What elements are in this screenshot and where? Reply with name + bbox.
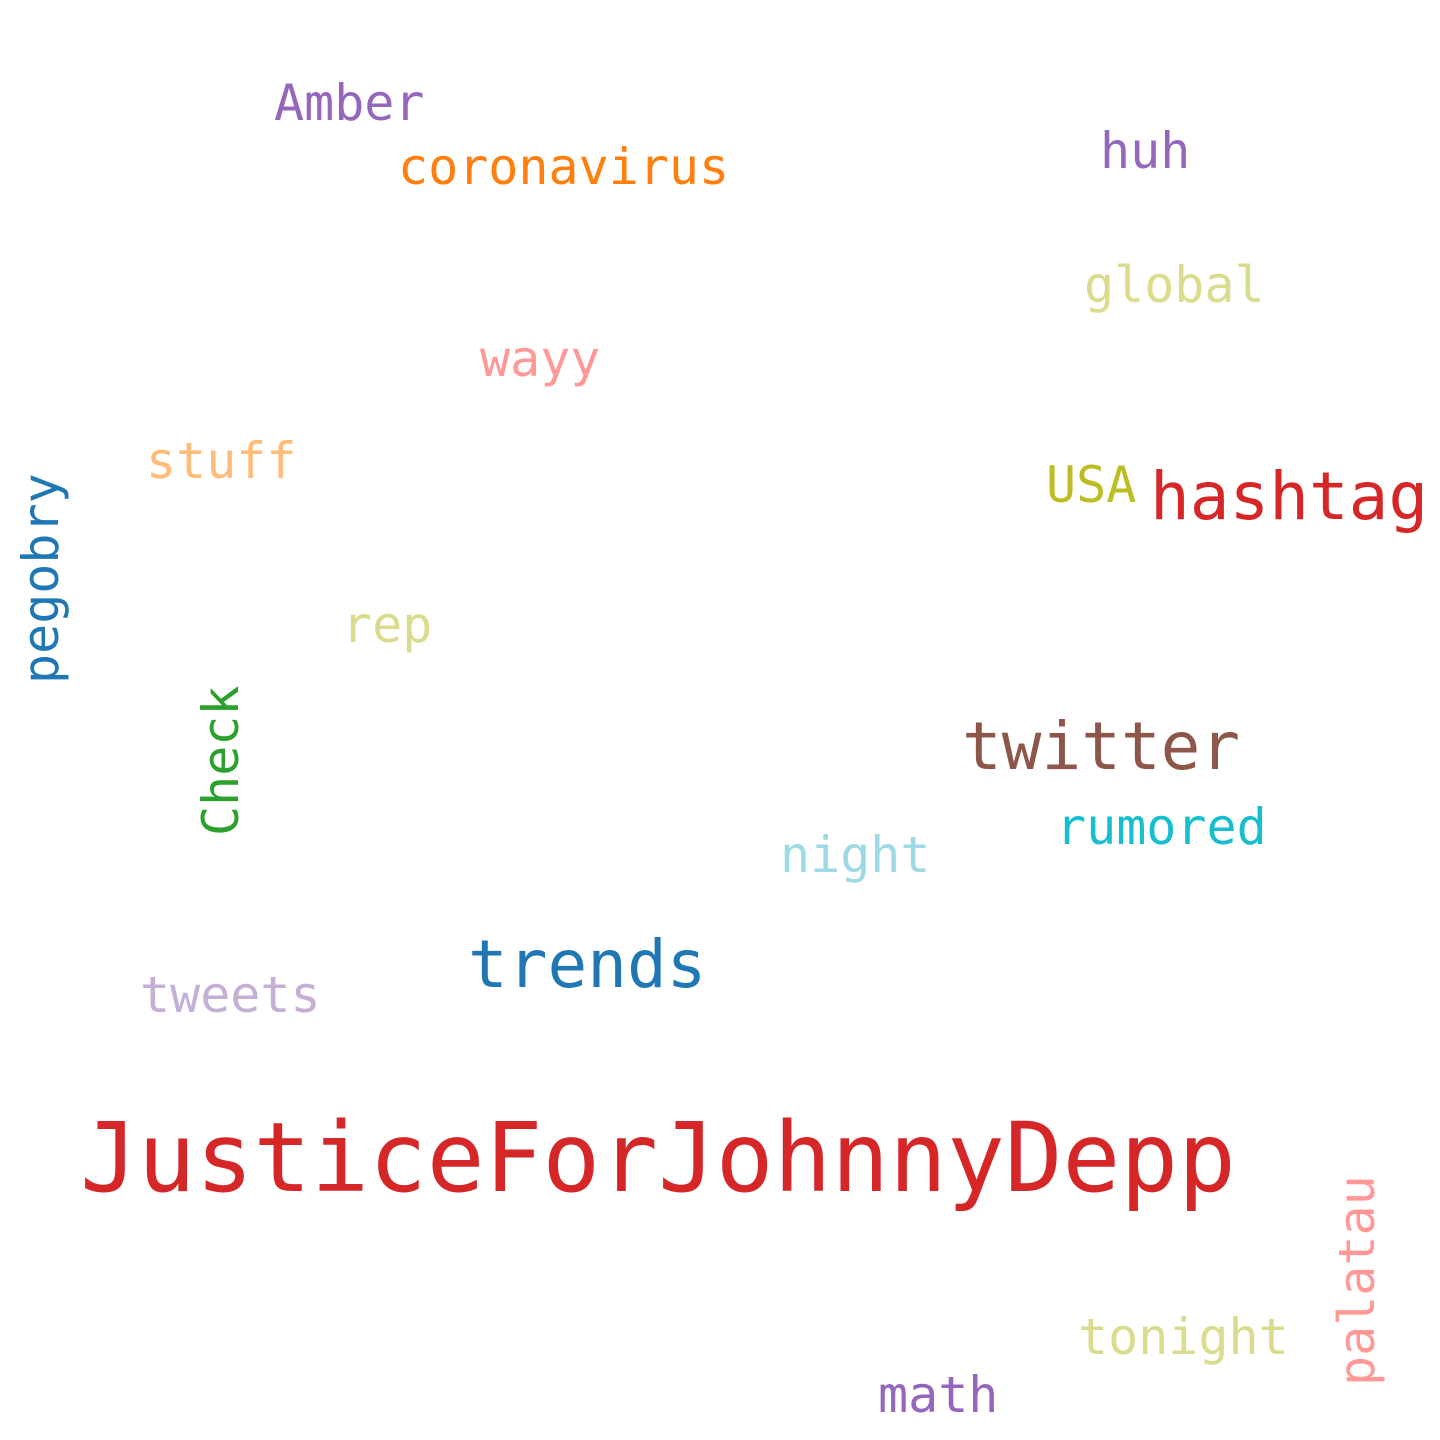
word-tonight: tonight: [1078, 1308, 1289, 1366]
word-twitter: twitter: [962, 708, 1241, 785]
word-tweets: tweets: [140, 966, 321, 1024]
word-night: night: [780, 826, 931, 884]
word-huh: huh: [1100, 122, 1191, 180]
word-usa: USA: [1046, 456, 1137, 514]
word-amber: Amber: [274, 74, 425, 132]
word-trends: trends: [468, 926, 707, 1003]
word-rumored: rumored: [1056, 798, 1267, 856]
word-wayy: wayy: [480, 330, 601, 388]
word-stuff: stuff: [146, 432, 297, 490]
word-palatau: palatau: [1328, 1175, 1386, 1386]
word-check: Check: [192, 685, 250, 836]
word-coronavirus: coronavirus: [398, 138, 730, 196]
word-hashtag: hashtag: [1150, 458, 1429, 535]
word-math: math: [878, 1366, 999, 1424]
word-rep: rep: [342, 596, 433, 654]
word-justiceforjohnnydepp: JusticeForJohnnyDepp: [80, 1102, 1236, 1214]
word-pegobry: pegobry: [12, 473, 70, 684]
word-global: global: [1084, 256, 1265, 314]
